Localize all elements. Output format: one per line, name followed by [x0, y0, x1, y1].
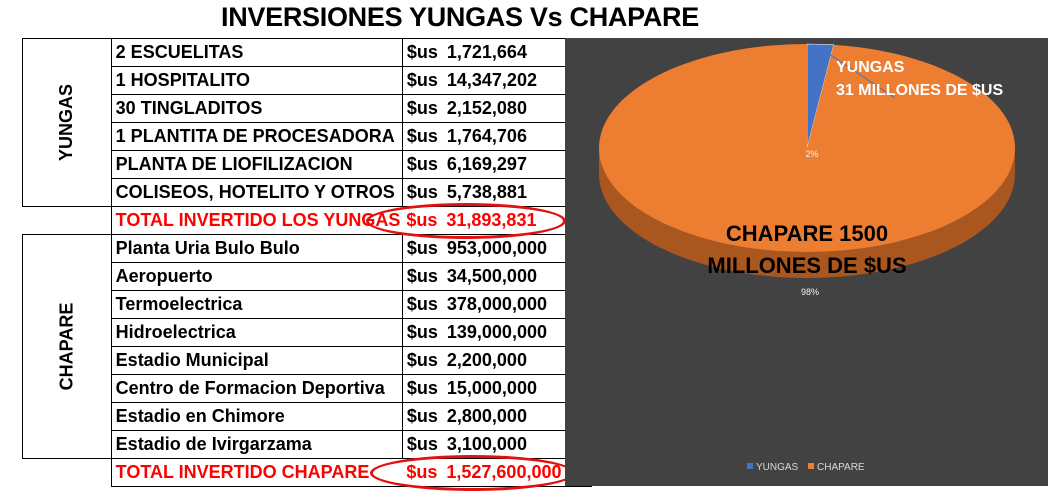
investment-table: YUNGAS 2 ESCUELITAS $us 1,721,664 1 HOSPI…: [22, 38, 592, 487]
total-amount-chapare: $us 1,527,600,000: [402, 458, 592, 487]
item-name: 1 HOSPITALITO: [110, 66, 403, 95]
region-label-chapare: CHAPARE: [22, 234, 112, 459]
chart-legend: YUNGAS CHAPARE: [747, 462, 865, 473]
item-amount: $us 34,500,000: [401, 262, 592, 291]
table-row: Estadio de Ivirgarzama $us 3,100,000: [23, 430, 592, 459]
item-amount: $us 1,721,664: [401, 38, 592, 67]
item-amount: $us 139,000,000: [401, 318, 592, 347]
yungas-leader-line: [820, 47, 896, 99]
item-name: Hidroelectrica: [110, 318, 403, 347]
item-name: 2 ESCUELITAS: [110, 38, 403, 67]
table-row: Termoelectrica $us 378,000,000: [23, 290, 592, 319]
data-label-yungas: 2%: [805, 149, 818, 159]
item-name: Estadio en Chimore: [110, 402, 403, 431]
item-amount: $us 3,100,000: [401, 430, 592, 459]
item-name: Termoelectrica: [110, 290, 403, 319]
total-row-chapare: TOTAL INVERTIDO CHAPARE $us 1,527,600,000: [23, 458, 592, 487]
item-name: COLISEOS, HOTELITO Y OTROS: [110, 178, 403, 207]
table-row: Hidroelectrica $us 139,000,000: [23, 318, 592, 347]
table-row: YUNGAS 2 ESCUELITAS $us 1,721,664: [22, 38, 592, 207]
legend-label-chapare: CHAPARE: [817, 462, 865, 473]
item-amount: $us 15,000,000: [401, 374, 592, 403]
item-amount: $us 5,738,881: [401, 178, 592, 207]
item-amount: $us 2,152,080: [401, 94, 592, 123]
table-row: Aeropuerto $us 34,500,000: [23, 262, 592, 291]
table-row: Estadio Municipal $us 2,200,000: [23, 346, 592, 375]
item-amount: $us 14,347,202: [401, 66, 592, 95]
pie-slice-yungas: [806, 43, 835, 149]
legend-swatch-yungas: [747, 463, 753, 469]
legend-swatch-chapare: [808, 463, 814, 469]
annotation-chapare-line2: MILLONES DE $US: [707, 253, 906, 278]
pie-chart: 2% 98% YUNGAS 31 MILLONES DE $US CHAPARE…: [599, 43, 1015, 473]
annotation-chapare-line1: CHAPARE 1500: [726, 221, 888, 246]
item-amount: $us 378,000,000: [401, 290, 592, 319]
item-name: Aeropuerto: [110, 262, 403, 291]
pie-side-wall: [599, 148, 1015, 278]
page-title: INVERSIONES YUNGAS Vs CHAPARE: [221, 2, 699, 32]
item-name: 30 TINGLADITOS: [110, 94, 403, 123]
item-amount: $us 953,000,000: [401, 234, 592, 263]
annotation-yungas-line1: YUNGAS: [836, 59, 905, 76]
table-row: 1 HOSPITALITO $us 14,347,202: [23, 66, 592, 95]
item-name: 1 PLANTITA DE PROCESADORA: [110, 122, 403, 151]
legend-label-yungas: YUNGAS: [756, 462, 799, 473]
item-amount: $us 2,200,000: [401, 346, 592, 375]
pie-slice-chapare: [599, 44, 1015, 252]
total-label-yungas: TOTAL INVERTIDO LOS YUNGAS: [110, 206, 403, 235]
item-name: Estadio de Ivirgarzama: [110, 430, 403, 459]
item-name: Planta Uria Bulo Bulo: [110, 234, 403, 263]
item-amount: $us 1,764,706: [401, 122, 592, 151]
table-row: Centro de Formacion Deportiva $us 15,000,…: [23, 374, 592, 403]
region-label-yungas: YUNGAS: [22, 38, 112, 207]
annotation-yungas-line2: 31 MILLONES DE $US: [836, 82, 1003, 99]
item-name: PLANTA DE LIOFILIZACION: [110, 150, 403, 179]
total-amount-yungas: $us 31,893,831: [402, 206, 592, 235]
table-row: 1 PLANTITA DE PROCESADORA $us 1,764,706: [23, 122, 592, 151]
total-row-yungas: TOTAL INVERTIDO LOS YUNGAS $us 31,893,831: [23, 206, 592, 235]
table-row: PLANTA DE LIOFILIZACION $us 6,169,297: [23, 150, 592, 179]
table-row: 30 TINGLADITOS $us 2,152,080: [23, 94, 592, 123]
item-amount: $us 6,169,297: [401, 150, 592, 179]
table-row: COLISEOS, HOTELITO Y OTROS $us 5,738,881: [23, 178, 592, 207]
data-label-chapare: 98%: [801, 287, 819, 297]
item-name: Estadio Municipal: [110, 346, 403, 375]
total-label-chapare: TOTAL INVERTIDO CHAPARE: [110, 458, 403, 487]
table-row: CHAPARE Planta Uria Bulo Bulo $us 953,000…: [22, 234, 592, 459]
pie-chart-panel: 2% 98% YUNGAS 31 MILLONES DE $US CHAPARE…: [565, 38, 1048, 486]
item-amount: $us 2,800,000: [401, 402, 592, 431]
item-name: Centro de Formacion Deportiva: [110, 374, 403, 403]
